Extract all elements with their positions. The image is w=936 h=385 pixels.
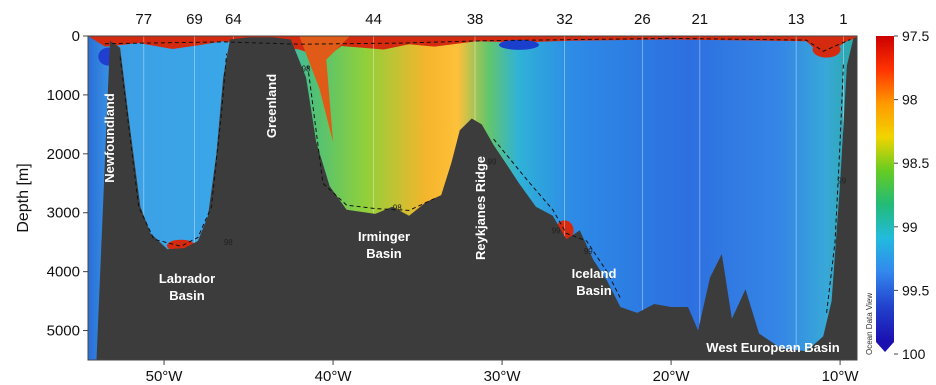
contour-line	[119, 53, 228, 247]
colorbar-tick-label: 99.5	[902, 282, 929, 298]
eastern-surface-pool	[812, 41, 841, 58]
bathymetry	[88, 37, 857, 360]
contour-line	[307, 65, 435, 211]
station-label: 38	[467, 11, 484, 28]
colorbar-ticks: 97.5 98 98.5 99 99.5 100	[894, 28, 929, 362]
region-label-labrador: Labrador	[159, 271, 215, 286]
y-tick-label: 4000	[47, 264, 80, 281]
x-tick-label: 20°W	[653, 368, 691, 385]
station-labels: 77 69 64 44 38 32 26 21 13 1	[135, 11, 847, 28]
y-tick-label: 2000	[47, 146, 80, 163]
y-tick-label: 0	[72, 28, 80, 45]
plot-frame	[87, 35, 858, 361]
colorbar-tick-label: 98	[902, 92, 918, 108]
station-label: 21	[691, 11, 708, 28]
east-greenland-current	[299, 36, 350, 143]
region-label-iceland-basin: Basin	[576, 283, 611, 298]
colorbar-tick-label: 98.5	[902, 155, 929, 171]
contour-line	[104, 37, 851, 52]
y-axis: 0 1000 2000 3000 4000 5000	[47, 28, 88, 340]
region-labels: Newfoundland Greenland Labrador Basin Ir…	[102, 74, 840, 355]
x-tick-label: 50°W	[146, 368, 184, 385]
station-label: 26	[634, 11, 651, 28]
x-axis: 50°W 40°W 30°W 20°W 10°W	[146, 360, 860, 385]
contour-label: 98	[224, 238, 233, 247]
odv-watermark: Ocean Data View	[865, 293, 874, 355]
colorbar-tick-label: 99	[902, 219, 918, 235]
x-tick-label: 40°W	[315, 368, 353, 385]
y-tick-label: 3000	[47, 205, 80, 222]
subsurface-blue-patch	[498, 39, 539, 50]
x-tick-label: 30°W	[484, 368, 522, 385]
colorbar-tick-label: 97.5	[902, 28, 929, 44]
y-tick-label: 1000	[47, 87, 80, 104]
station-label: 64	[225, 11, 242, 28]
region-label-newfoundland: Newfoundland	[102, 93, 117, 183]
contour-label: 98	[393, 203, 402, 212]
region-label-reykjanes-ridge: Reykjanes Ridge	[473, 156, 488, 260]
region-label-iceland: Iceland	[572, 266, 617, 281]
contour-line	[826, 62, 844, 313]
colorbar-tick-label: 100	[902, 346, 926, 362]
contours: 98 99 98 99 99 98 99	[104, 37, 851, 313]
contour-line	[493, 138, 621, 299]
region-label-labrador-basin: Basin	[169, 288, 204, 303]
y-axis-title: Depth [m]	[15, 163, 32, 232]
station-label: 32	[556, 11, 573, 28]
station-label: 13	[788, 11, 805, 28]
station-label: 1	[839, 11, 847, 28]
region-label-west-european-basin: West European Basin	[706, 340, 839, 355]
y-tick-label: 5000	[47, 323, 80, 340]
contour-label: 98	[302, 64, 311, 73]
colorbar-gradient	[876, 36, 894, 342]
contour-label: 99	[584, 247, 593, 256]
station-label: 77	[135, 11, 152, 28]
contour-label: 99	[552, 226, 561, 235]
colorbar-extend-arrow	[876, 342, 894, 352]
region-label-irminger: Irminger	[358, 229, 410, 244]
contour-label: 99	[837, 176, 846, 185]
region-label-greenland: Greenland	[264, 74, 279, 138]
station-label: 69	[186, 11, 203, 28]
contour-label: 99	[487, 157, 496, 166]
region-label-irminger-basin: Basin	[366, 246, 401, 261]
x-tick-label: 10°W	[822, 368, 860, 385]
colorbar: 97.5 98 98.5 99 99.5 100	[876, 28, 929, 362]
station-label: 44	[365, 11, 382, 28]
